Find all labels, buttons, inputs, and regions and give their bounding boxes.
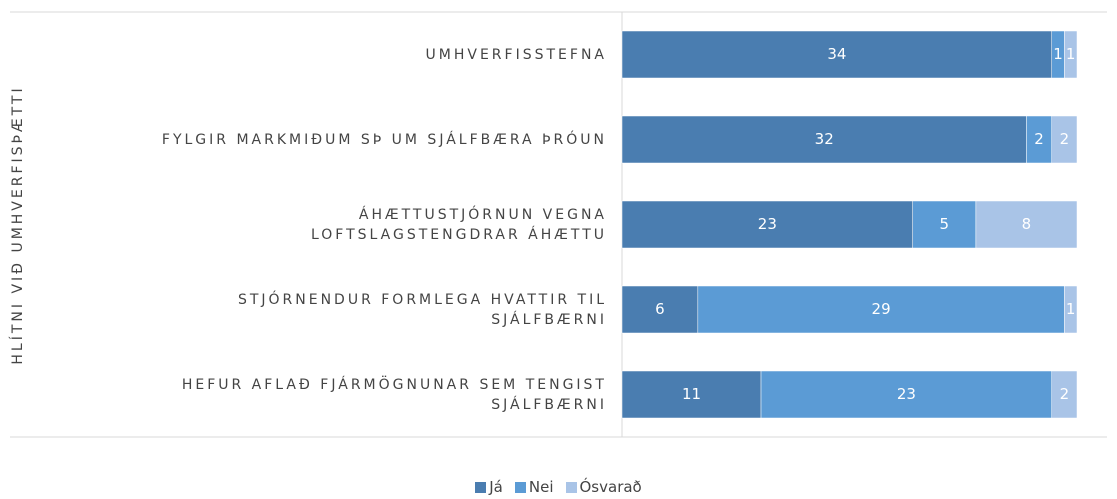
data-label: 6 xyxy=(655,300,665,318)
bar-segment xyxy=(1064,285,1078,334)
category-label: STJÓRNENDUR FORMLEGA HVATTIR TIL SJÁLFBÆ… xyxy=(237,291,607,328)
bar-segment xyxy=(1064,30,1078,79)
data-label: 34 xyxy=(827,45,846,63)
bar-segment xyxy=(621,115,1027,164)
legend-swatch xyxy=(475,481,487,493)
data-label: 32 xyxy=(815,130,834,148)
legend-label: Nei xyxy=(528,478,554,496)
bar-segment xyxy=(621,285,699,334)
bar-segment xyxy=(975,200,1078,249)
bar-segment xyxy=(760,370,1052,419)
category-label: HEFUR AFLAÐ FJÁRMÖGNUNAR SEM TENGIST SJÁ… xyxy=(181,376,607,413)
data-label: 5 xyxy=(940,215,950,233)
bar-segment xyxy=(1026,115,1052,164)
data-label: 23 xyxy=(758,215,777,233)
category-label: FYLGIR MARKMIÐUM SÞ UM SJÁLFBÆRA ÞRÓUN xyxy=(161,131,607,148)
category-label: ÁHÆTTUSTJÓRNUN VEGNA LOFTSLAGSTENGDRAR Á… xyxy=(310,206,607,243)
bar-segment xyxy=(621,30,1052,79)
bar-segment xyxy=(1051,115,1078,164)
bar-segment xyxy=(1051,370,1078,419)
data-label: 29 xyxy=(872,300,891,318)
data-label: 1 xyxy=(1066,300,1076,318)
legend-swatch xyxy=(565,481,577,493)
data-label: 23 xyxy=(897,385,916,403)
data-label: 11 xyxy=(682,385,701,403)
legend-item: Já xyxy=(475,478,503,496)
data-label: 2 xyxy=(1034,130,1044,148)
legend-label: Já xyxy=(489,478,503,496)
y-axis-label: HLÍTNI VIÐ UMHVERFISÞÆTTI xyxy=(10,85,26,365)
data-label: 8 xyxy=(1022,215,1032,233)
bar-segment xyxy=(621,200,913,249)
bar-segment xyxy=(621,370,762,419)
category-label: UMHVERFISSTEFNA xyxy=(425,46,607,63)
data-label: 2 xyxy=(1060,130,1070,148)
data-label: 1 xyxy=(1066,45,1076,63)
legend-swatch xyxy=(514,481,526,493)
bar-segment xyxy=(697,285,1065,334)
legend-item: Nei xyxy=(514,478,554,496)
legend-item: Ósvarað xyxy=(565,478,642,496)
legend-label: Ósvarað xyxy=(579,478,642,496)
bar-segment xyxy=(912,200,977,249)
data-label: 2 xyxy=(1060,385,1070,403)
data-label: 1 xyxy=(1053,45,1063,63)
legend: Já Nei Ósvarað xyxy=(0,478,1117,496)
